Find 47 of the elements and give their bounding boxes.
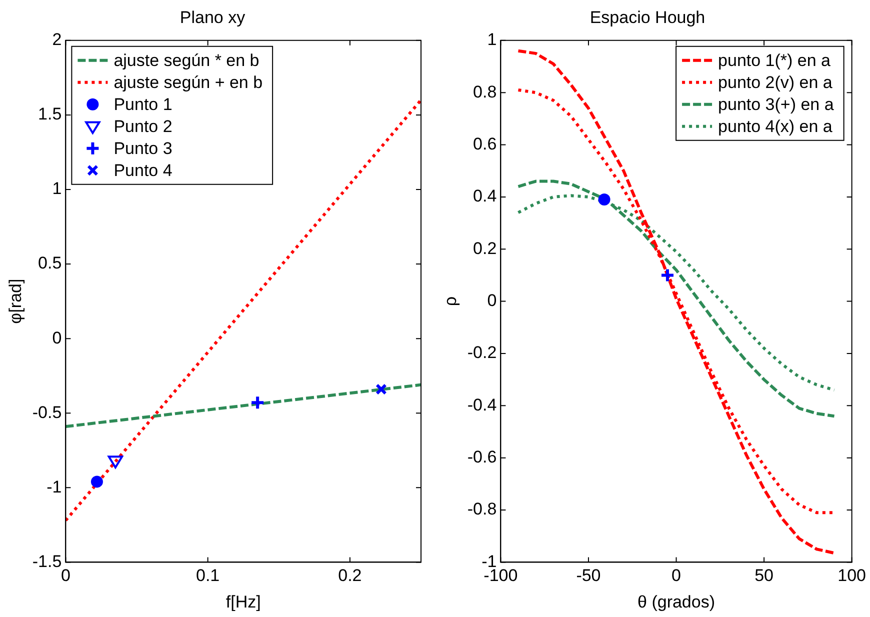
y-axis-title: ρ [440, 296, 460, 306]
y-tick-label: -1 [46, 477, 62, 496]
y-tick-label: -0.6 [467, 448, 497, 467]
x-tick-label: 0 [672, 566, 681, 586]
y-tick-label: 1 [52, 179, 62, 198]
x-tick-label: 50 [754, 566, 774, 586]
y-axis-title: φ[rad] [6, 278, 25, 324]
legend-label: punto 4(x) en a [718, 117, 833, 136]
legend-label: ajuste según + en b [114, 73, 263, 92]
point [250, 395, 266, 410]
y-tick-label: 0 [487, 290, 497, 310]
x-tick-label: -100 [484, 566, 518, 586]
chart-title: Plano xy [180, 8, 246, 27]
y-tick-label: 0.4 [473, 186, 497, 206]
y-tick-label: -1.5 [32, 552, 62, 571]
x-tick-label: 100 [838, 566, 866, 586]
y-tick-label: 2 [52, 30, 62, 50]
point [108, 456, 124, 468]
y-tick-label: -0.5 [32, 402, 62, 422]
legend-label: punto 1(*) en a [718, 51, 832, 70]
line-series [516, 49, 836, 555]
y-tick-label: 0.5 [38, 254, 62, 273]
y-tick-label: -0.4 [467, 395, 497, 414]
legend-label: Punto 1 [114, 95, 172, 114]
y-tick-label: -0.2 [467, 343, 497, 362]
x-tick-label: 0.2 [338, 566, 362, 586]
legend-label: Punto 3 [114, 139, 172, 158]
x-axis-title: f[Hz] [226, 592, 261, 612]
legend-label: Punto 2 [114, 117, 172, 136]
legend-label: Punto 4 [114, 161, 172, 180]
y-tick-label: -0.8 [467, 500, 497, 519]
y-tick-label: 0.2 [473, 238, 497, 258]
y-tick-label: 0.6 [473, 134, 497, 154]
line-series [516, 180, 836, 418]
point [90, 476, 103, 488]
y-tick-label: 0 [52, 328, 62, 348]
y-tick-label: 1.5 [38, 104, 62, 124]
point [376, 384, 387, 395]
x-tick-label: -50 [576, 566, 601, 586]
legend-label: ajuste según * en b [114, 51, 260, 70]
legend-label: punto 3(+) en a [718, 95, 834, 114]
y-tick-label: 0.8 [473, 82, 497, 102]
x-tick-label: 0.1 [196, 566, 220, 586]
chart-title: Espacio Hough [590, 8, 706, 27]
y-tick-label: 1 [487, 30, 497, 50]
x-axis-title: θ (grados) [638, 592, 715, 612]
legend-label: punto 2(v) en a [718, 73, 833, 92]
